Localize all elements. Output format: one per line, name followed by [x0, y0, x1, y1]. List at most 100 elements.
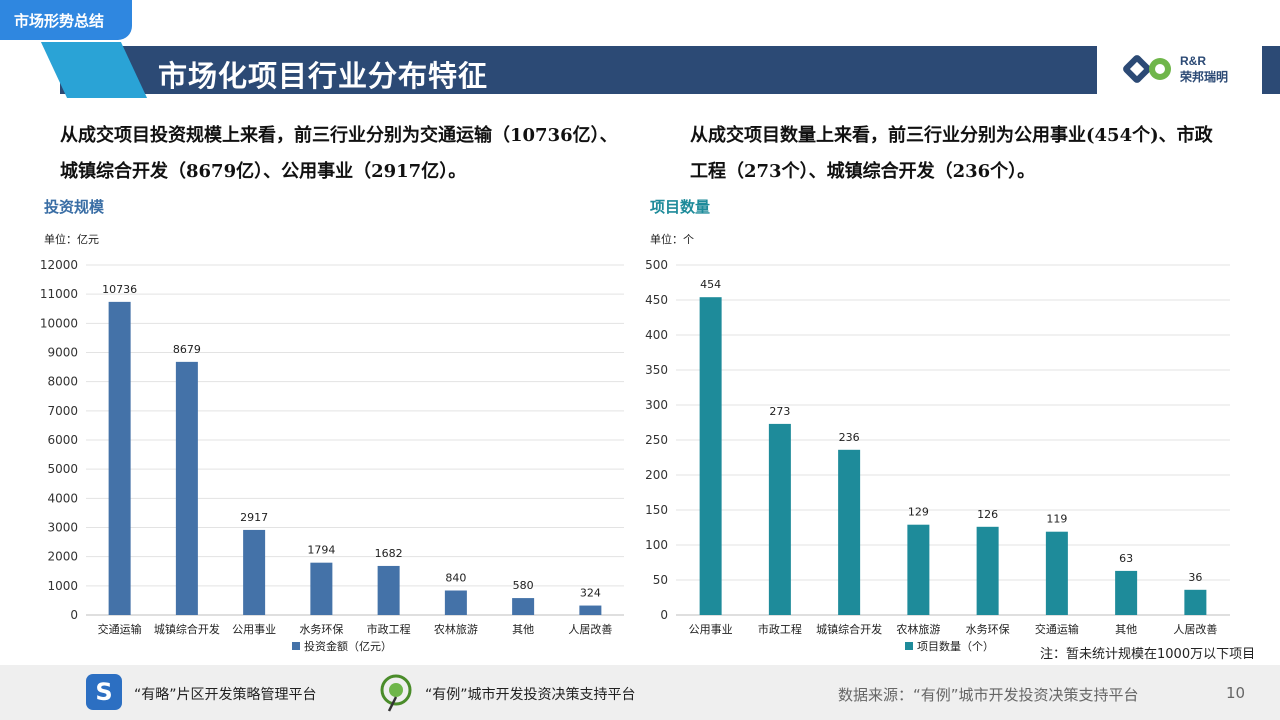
data-source: 数据来源：“有例”城市开发投资决策支持平台	[838, 686, 1139, 704]
x-tick-label: 水务环保	[299, 622, 343, 636]
x-tick-label: 市政工程	[758, 622, 802, 636]
company-logo: R&R 荣邦瑞明	[1122, 50, 1272, 90]
y-tick-label: 6000	[47, 433, 78, 447]
y-tick-label: 350	[645, 363, 668, 377]
legend-swatch	[905, 642, 913, 650]
x-tick-label: 水务环保	[966, 622, 1010, 636]
data-label: 324	[580, 587, 601, 600]
x-tick-label: 市政工程	[367, 622, 411, 636]
title-bar: 市场化项目行业分布特征	[40, 42, 1097, 98]
data-label: 8679	[173, 343, 201, 356]
title-strip-right	[1262, 46, 1280, 94]
y-tick-label: 2000	[47, 550, 78, 564]
x-tick-label: 公用事业	[232, 623, 276, 636]
y-tick-label: 7000	[47, 404, 78, 418]
x-tick-label: 人居改善	[1173, 622, 1217, 636]
y-tick-label: 10000	[40, 316, 78, 330]
bar-农林旅游	[907, 524, 930, 615]
summary-left-line-1: 从成交项目投资规模上来看，前三行业分别为交通运输（10736亿）、	[60, 125, 618, 146]
y-tick-label: 11000	[40, 287, 78, 301]
bar-城镇综合开发	[838, 449, 861, 615]
y-tick-label: 12000	[40, 258, 78, 272]
data-label: 454	[700, 278, 721, 291]
footer-platform-2[interactable]: “有例”城市开发投资决策支持平台	[425, 687, 636, 703]
x-tick-label: 城镇综合开发	[816, 622, 882, 636]
x-tick-label: 交通运输	[1035, 622, 1079, 636]
summary-right-line-2: 工程（273个）、城镇综合开发（236个）。	[690, 161, 1036, 182]
bar-其他	[1115, 570, 1138, 615]
bar-人居改善	[579, 605, 602, 615]
y-tick-label: 0	[70, 608, 78, 622]
summary-left-line-2: 城镇综合开发（8679亿）、公用事业（2917亿）。	[60, 161, 467, 182]
logo-text-en: R&R	[1180, 54, 1206, 68]
data-label: 580	[513, 579, 534, 592]
x-tick-label: 交通运输	[98, 622, 142, 636]
data-label: 36	[1188, 571, 1202, 584]
y-tick-label: 300	[645, 398, 668, 412]
y-tick-label: 3000	[47, 521, 78, 535]
data-label: 10736	[102, 283, 137, 296]
chart-title-count: 项目数量	[650, 198, 711, 216]
section-tag: 市场形势总结	[0, 0, 132, 40]
page-number: 10	[1226, 684, 1246, 702]
x-tick-label: 农林旅游	[896, 622, 940, 636]
bar-其他	[512, 598, 535, 615]
y-tick-label: 50	[653, 573, 668, 587]
bar-城镇综合开发	[175, 361, 198, 615]
chart-title-investment: 投资规模	[44, 198, 105, 216]
bar-交通运输	[1045, 531, 1068, 615]
bar-交通运输	[108, 301, 131, 615]
y-tick-label: 250	[645, 433, 668, 447]
y-tick-label: 9000	[47, 346, 78, 360]
bar-水务环保	[310, 562, 333, 615]
data-label: 1794	[307, 544, 335, 557]
logo-text-cn: 荣邦瑞明	[1180, 70, 1229, 84]
footer: S “有略”片区开发策略管理平台 “有例”城市开发投资决策支持平台 数据来源：“…	[0, 665, 1280, 720]
legend-swatch	[292, 642, 300, 650]
map-pin-icon	[380, 674, 412, 712]
s-logo-icon: S	[86, 674, 122, 710]
x-tick-label: 其他	[512, 623, 534, 636]
bar-市政工程	[377, 565, 400, 615]
data-label: 273	[769, 405, 790, 418]
bar-水务环保	[976, 526, 999, 615]
data-label: 129	[908, 506, 929, 519]
data-label: 1682	[375, 547, 403, 560]
summary-left: 从成交项目投资规模上来看，前三行业分别为交通运输（10736亿）、 城镇综合开发…	[60, 118, 640, 190]
summary-right-line-1: 从成交项目数量上来看，前三行业分别为公用事业(454个)、市政	[690, 125, 1213, 146]
bar-市政工程	[768, 423, 791, 615]
y-tick-label: 8000	[47, 375, 78, 389]
bar-人居改善	[1184, 589, 1207, 615]
data-label: 119	[1046, 513, 1067, 526]
data-label: 236	[839, 431, 860, 444]
x-tick-label: 公用事业	[689, 623, 733, 636]
footer-platform-1[interactable]: “有略”片区开发策略管理平台	[134, 687, 317, 703]
bar-charts: 0100020003000400050006000700080009000100…	[40, 258, 1230, 653]
y-tick-label: 150	[645, 503, 668, 517]
y-tick-label: 4000	[47, 491, 78, 505]
y-tick-label: 100	[645, 538, 668, 552]
bar-公用事业	[243, 529, 266, 615]
x-tick-label: 人居改善	[568, 622, 612, 636]
y-tick-label: 1000	[47, 579, 78, 593]
data-label: 840	[445, 572, 466, 585]
footnote: 注：暂未统计规模在1000万以下项目	[1040, 647, 1256, 662]
data-label: 126	[977, 508, 998, 521]
y-tick-label: 5000	[47, 462, 78, 476]
y-tick-label: 200	[645, 468, 668, 482]
x-tick-label: 城镇综合开发	[154, 622, 220, 636]
legend-label: 投资金额（亿元）	[304, 639, 392, 653]
y-tick-label: 0	[660, 608, 668, 622]
x-tick-label: 农林旅游	[434, 622, 478, 636]
data-label: 63	[1119, 552, 1133, 565]
chart-unit-investment: 单位：亿元	[44, 233, 99, 246]
data-label: 2917	[240, 511, 268, 524]
legend-label: 项目数量（个）	[917, 640, 994, 653]
y-tick-label: 500	[645, 258, 668, 272]
y-tick-label: 450	[645, 293, 668, 307]
y-tick-label: 400	[645, 328, 668, 342]
summary-right: 从成交项目数量上来看，前三行业分别为公用事业(454个)、市政 工程（273个）…	[690, 118, 1240, 190]
chart-unit-count: 单位：个	[650, 233, 694, 246]
logo-mark-icon	[1123, 55, 1171, 83]
bar-农林旅游	[444, 590, 467, 615]
